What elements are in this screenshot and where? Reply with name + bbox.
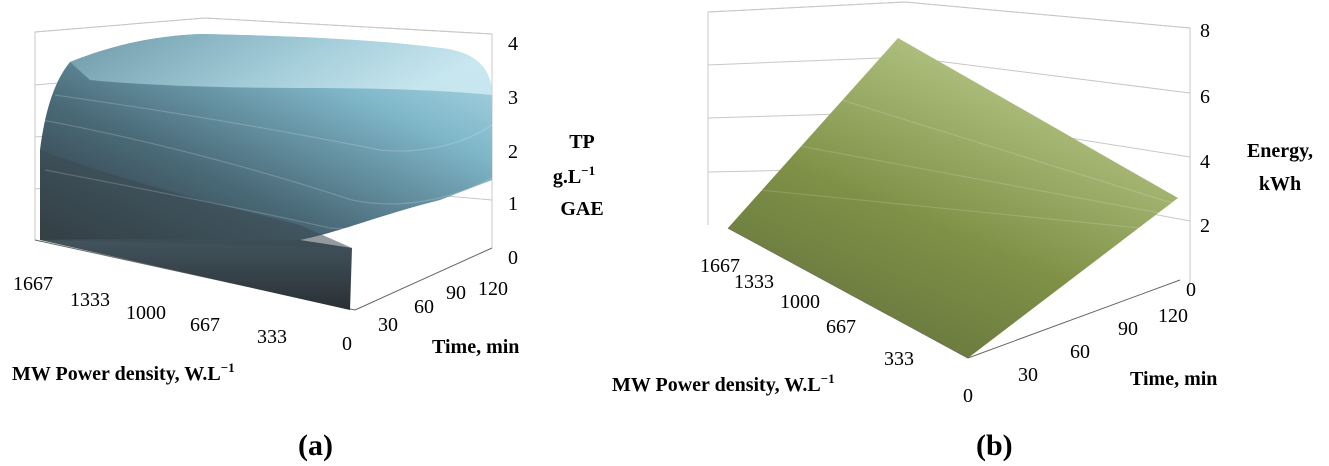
panel-b-x-tick: 1667 [700,255,740,277]
panel-b-gridline [707,56,906,66]
panel-b-x-tick: 1333 [734,271,774,293]
panel-a-z-tick: 0 [508,247,518,269]
panel-a-contours [41,94,493,230]
panel-b-y-tick: 60 [1070,341,1090,363]
svg-text:GAE: GAE [560,198,603,220]
panel-a-panel-label: (a) [298,429,333,462]
panel-a-y-tick: 60 [414,296,434,318]
panel-b-base-edge [967,279,1181,359]
panel-b-x-tick: 667 [826,316,856,338]
panel-b-x-tick: 333 [884,348,914,370]
panel-b-z-ticks: 0 2 4 6 8 [1186,20,1210,301]
panel-b-y-ticks: 0 30 60 90 120 [1018,305,1188,386]
panel-b-y-tick: 30 [1018,364,1038,386]
panel-a-x-tick: 333 [257,326,287,348]
panel-b-surface [728,38,1178,358]
panel-b: 0 2 4 6 8 Energy, kWh 1667 1333 1000 667… [612,1,1313,462]
panel-b-x-tick: 0 [963,385,973,407]
panel-a-z-ticks: 0 1 2 3 4 [508,33,518,269]
panel-a-x-tick: 0 [342,333,352,355]
panel-a-y-tick: 30 [378,314,398,336]
panel-b-gridline [904,56,1191,94]
panel-a-x-tick: 667 [190,314,220,336]
panel-a-x-tick: 1000 [126,302,166,324]
panel-a-y-tick: 90 [446,282,466,304]
panel-a-z-tick: 1 [508,193,518,215]
panel-b-contours [759,99,1173,229]
panel-b-x-ticks: 1667 1333 1000 667 333 0 [700,255,973,407]
panel-b-z-tick: 6 [1200,86,1210,108]
panel-a-gridline [204,17,493,35]
panel-a-base-edge [354,247,493,311]
panel-b-z-label: Energy, kWh [1247,140,1313,195]
panel-b-gridline [904,1,1191,29]
panel-b-y-label: Time, min [1130,368,1217,390]
panel-a-surface-front-dark [40,150,352,248]
panel-b-z-tick: 2 [1200,215,1210,237]
panel-b-z-tick: 0 [1186,279,1196,301]
panel-b-x-tick: 1000 [780,291,820,313]
panel-a-y-tick: 120 [478,278,508,300]
svg-text:TP: TP [569,131,595,153]
svg-text:g.L−1: g.L−1 [553,163,595,188]
panel-b-y-tick: 90 [1118,318,1138,340]
panel-a-surface-front [40,239,352,310]
panel-b-gridline [707,1,906,13]
panel-a-z-tick: 4 [508,33,518,55]
svg-text:kWh: kWh [1259,173,1301,195]
panel-a-y-label: Time, min [432,336,519,358]
panel-a-x-tick: 1667 [13,273,53,295]
panel-a: 0 1 2 3 4 TP g.L−1 GAE 1667 1333 1000 66… [12,17,604,462]
panel-a-x-ticks: 1667 1333 1000 667 333 0 [13,273,352,355]
panel-a-z-label: TP g.L−1 GAE [553,131,604,220]
panel-b-panel-label: (b) [976,429,1013,462]
panel-a-gridline [34,17,206,33]
panel-a-x-tick: 1333 [70,289,110,311]
panel-a-z-tick: 3 [508,87,518,109]
panel-b-z-tick: 4 [1200,151,1210,173]
panel-b-z-tick: 8 [1200,20,1210,42]
panel-a-surface-plateau [70,34,492,95]
panel-b-x-label: MW Power density, W.L−1 [612,371,835,396]
panel-a-y-ticks: 0 30 60 90 120 [378,278,508,336]
svg-text:Energy,: Energy, [1247,140,1313,162]
panel-a-z-tick: 2 [508,141,518,163]
panel-a-x-label: MW Power density, W.L−1 [12,360,235,385]
panel-b-y-tick: 120 [1158,305,1188,327]
